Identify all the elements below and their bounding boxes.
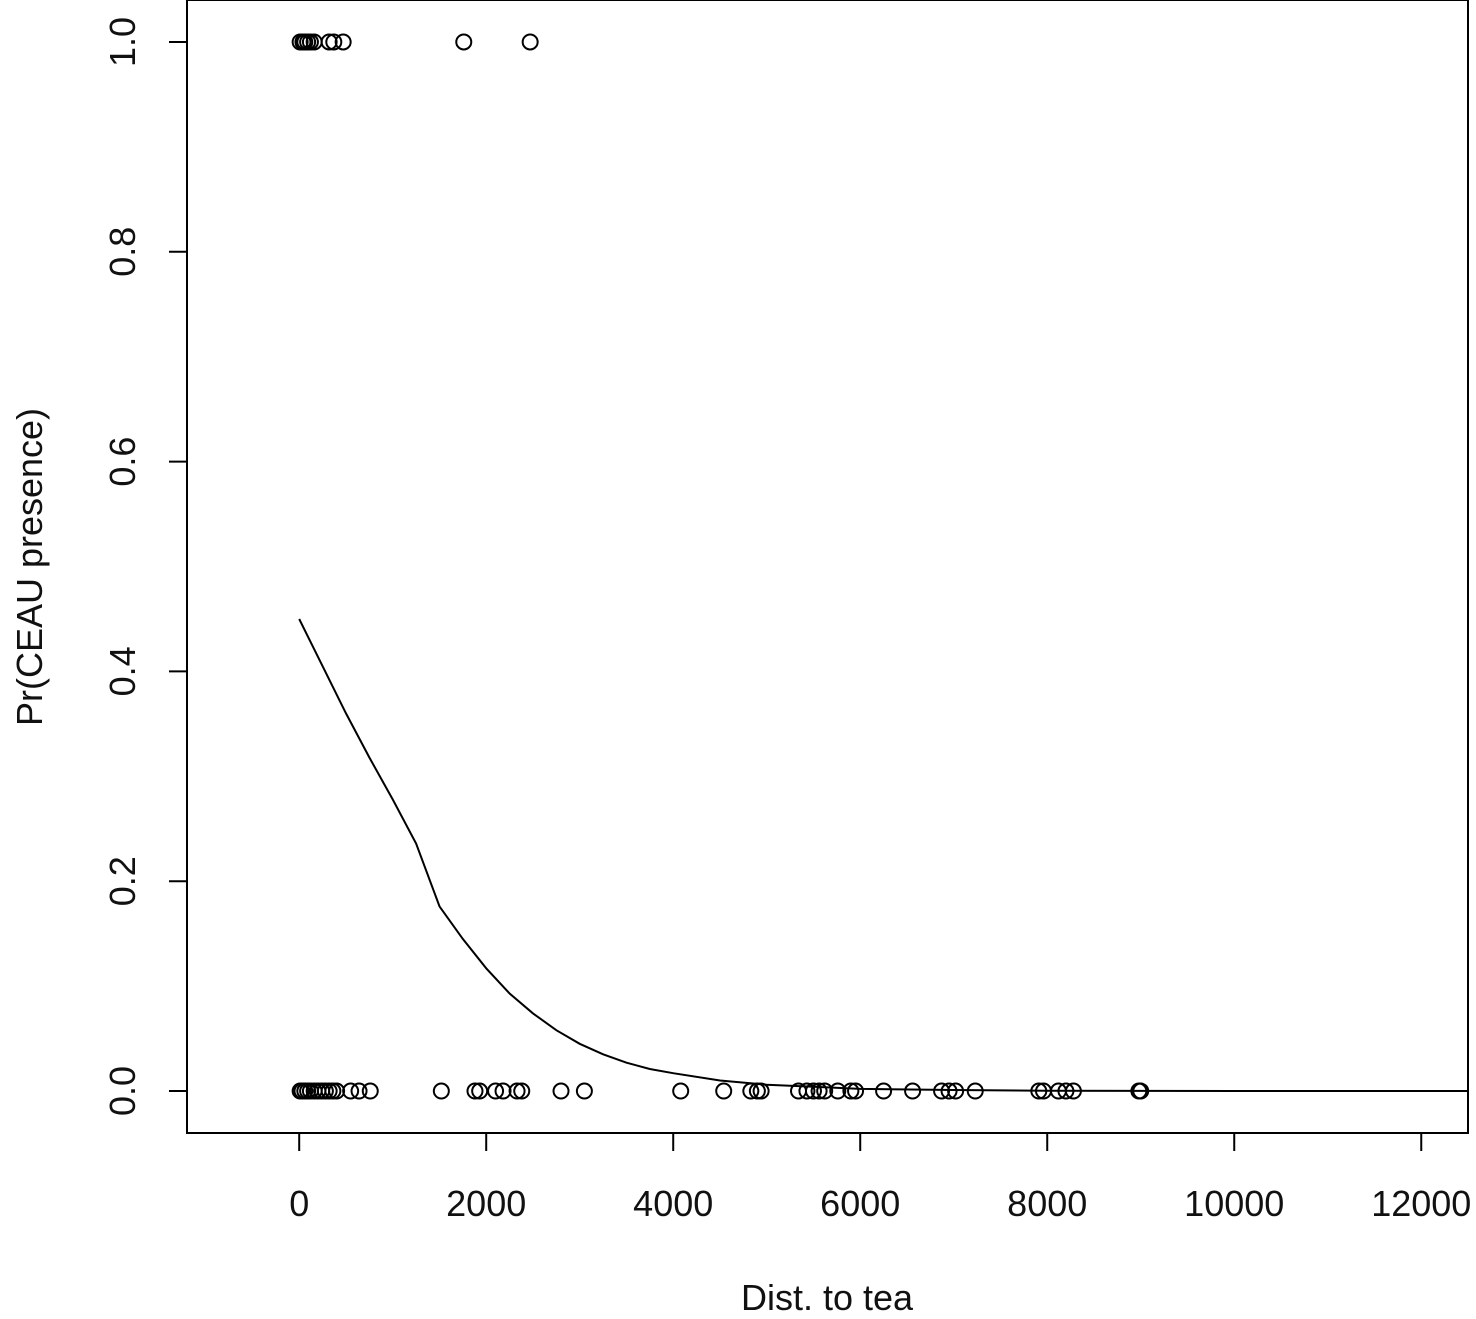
data-point xyxy=(575,1082,593,1100)
x-axis: 0 2000 4000 6000 8000 10000 12000 xyxy=(289,1133,1471,1224)
data-point xyxy=(508,1082,526,1100)
data-point xyxy=(742,1082,760,1100)
data-point xyxy=(966,1082,984,1100)
data-point xyxy=(875,1082,893,1100)
data-point xyxy=(487,1082,505,1100)
data-point xyxy=(752,1082,770,1100)
data-point xyxy=(1030,1082,1048,1100)
x-tick-label: 6000 xyxy=(820,1183,900,1224)
data-point xyxy=(325,33,343,51)
y-axis-title: Pr(CEAU presence) xyxy=(9,408,50,726)
data-point xyxy=(1064,1082,1082,1100)
y-tick-label: 0.4 xyxy=(102,646,143,696)
data-point xyxy=(798,1082,816,1100)
y-tick-label: 0.6 xyxy=(102,437,143,487)
data-point xyxy=(940,1082,958,1100)
y-tick-label: 0.0 xyxy=(102,1066,143,1116)
data-point xyxy=(847,1082,865,1100)
y-tick-label: 0.2 xyxy=(102,856,143,906)
data-point xyxy=(816,1082,834,1100)
data-point xyxy=(552,1082,570,1100)
data-point xyxy=(829,1082,847,1100)
x-tick-label: 8000 xyxy=(1007,1183,1087,1224)
x-tick-label: 4000 xyxy=(633,1183,713,1224)
data-point xyxy=(432,1082,450,1100)
data-point xyxy=(1057,1082,1075,1100)
data-point xyxy=(715,1082,733,1100)
x-tick-label: 2000 xyxy=(446,1183,526,1224)
y-tick-label: 0.8 xyxy=(102,227,143,277)
data-point xyxy=(904,1082,922,1100)
data-point xyxy=(947,1082,965,1100)
y-tick-label: 1.0 xyxy=(102,17,143,67)
data-point xyxy=(521,33,539,51)
plot-frame xyxy=(186,0,1469,1134)
fitted-probability-curve xyxy=(298,618,1468,1092)
data-point xyxy=(455,33,473,51)
data-point xyxy=(466,1082,484,1100)
data-point xyxy=(361,1082,379,1100)
data-point xyxy=(1132,1082,1150,1100)
data-point xyxy=(350,1082,368,1100)
y-axis: 0.0 0.2 0.4 0.6 0.8 1.0 xyxy=(102,17,187,1116)
data-point xyxy=(334,33,352,51)
data-point xyxy=(513,1082,531,1100)
observation-points xyxy=(291,33,1150,1100)
x-tick-label: 0 xyxy=(289,1183,309,1224)
x-tick-label: 10000 xyxy=(1184,1183,1284,1224)
data-point xyxy=(842,1082,860,1100)
x-tick-label: 12000 xyxy=(1371,1183,1471,1224)
data-point xyxy=(810,1082,828,1100)
x-axis-title: Dist. to tea xyxy=(741,1277,914,1318)
data-point xyxy=(672,1082,690,1100)
data-point xyxy=(342,1082,360,1100)
data-point xyxy=(804,1082,822,1100)
